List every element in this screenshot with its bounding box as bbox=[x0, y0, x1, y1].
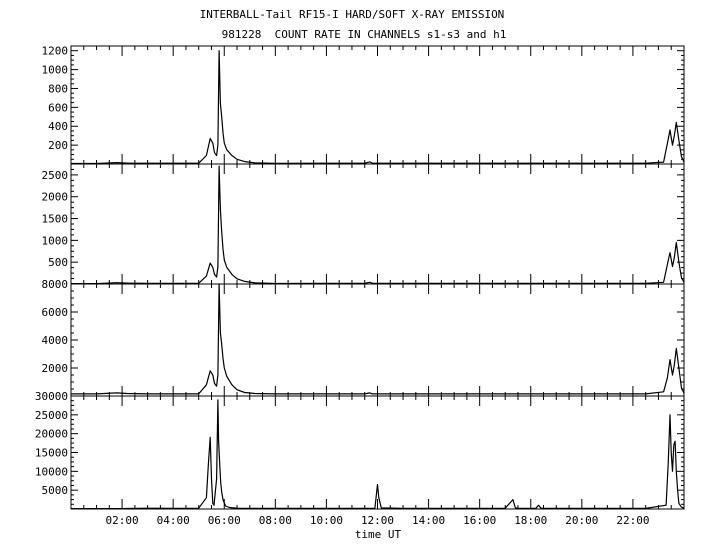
x-tick-label: 16:00 bbox=[463, 514, 496, 527]
series-s3 bbox=[71, 283, 685, 395]
chart-title: INTERBALL-Tail RF15-I HARD/SOFT X-RAY EM… bbox=[199, 8, 505, 21]
series-s1 bbox=[71, 50, 685, 165]
panel-s2-ytick-label: 1000 bbox=[42, 234, 69, 247]
x-tick-label: 02:00 bbox=[106, 514, 139, 527]
panel-s3-frame bbox=[70, 283, 685, 397]
panel-s1-ytick-label: 1200 bbox=[42, 45, 69, 58]
panel-h1-frame bbox=[70, 395, 685, 510]
panel-h1-ytick-label: 10000 bbox=[35, 465, 68, 478]
x-tick-label: 18:00 bbox=[514, 514, 547, 527]
chart-subtitle: 981228 COUNT RATE IN CHANNELS s1-s3 and … bbox=[221, 28, 507, 41]
panel-s2-ytick-label: 2500 bbox=[42, 169, 69, 182]
panel-s1-ytick-label: 1000 bbox=[42, 64, 69, 77]
panel-s2-ytick-label: 1500 bbox=[42, 213, 69, 226]
panel-h1-ytick-label: 25000 bbox=[35, 409, 68, 422]
x-axis-label: time UT bbox=[355, 528, 402, 541]
series-s2 bbox=[71, 165, 685, 285]
panel-s1-ytick-label: 600 bbox=[48, 101, 68, 114]
panel-h1-ytick-label: 15000 bbox=[35, 447, 68, 460]
panel-h1-ytick-label: 20000 bbox=[35, 428, 68, 441]
panel-s2-frame bbox=[70, 163, 685, 285]
series-h1 bbox=[71, 399, 685, 510]
x-tick-label: 22:00 bbox=[616, 514, 649, 527]
x-tick-label: 08:00 bbox=[259, 514, 292, 527]
panel-s3-ytick-label: 6000 bbox=[42, 306, 69, 319]
panel-s2-ytick-label: 2000 bbox=[42, 191, 69, 204]
panel-s3-ytick-label: 8000 bbox=[42, 278, 69, 291]
x-tick-label: 20:00 bbox=[565, 514, 598, 527]
x-tick-label: 06:00 bbox=[208, 514, 241, 527]
panel-s3-ytick-label: 4000 bbox=[42, 334, 69, 347]
panel-s1-ytick-label: 400 bbox=[48, 120, 68, 133]
panel-s1-ytick-label: 800 bbox=[48, 82, 68, 95]
x-tick-label: 12:00 bbox=[361, 514, 394, 527]
panel-s3-ytick-label: 2000 bbox=[42, 362, 69, 375]
panel-h1-ytick-label: 5000 bbox=[42, 484, 69, 497]
panel-h1-ytick-label: 30000 bbox=[35, 390, 68, 403]
panel-s1-ytick-label: 200 bbox=[48, 139, 68, 152]
panel-s2-ytick-label: 500 bbox=[48, 256, 68, 269]
x-tick-label: 10:00 bbox=[310, 514, 343, 527]
panel-s1-frame bbox=[70, 45, 685, 165]
x-tick-label: 14:00 bbox=[412, 514, 445, 527]
x-tick-label: 04:00 bbox=[157, 514, 190, 527]
